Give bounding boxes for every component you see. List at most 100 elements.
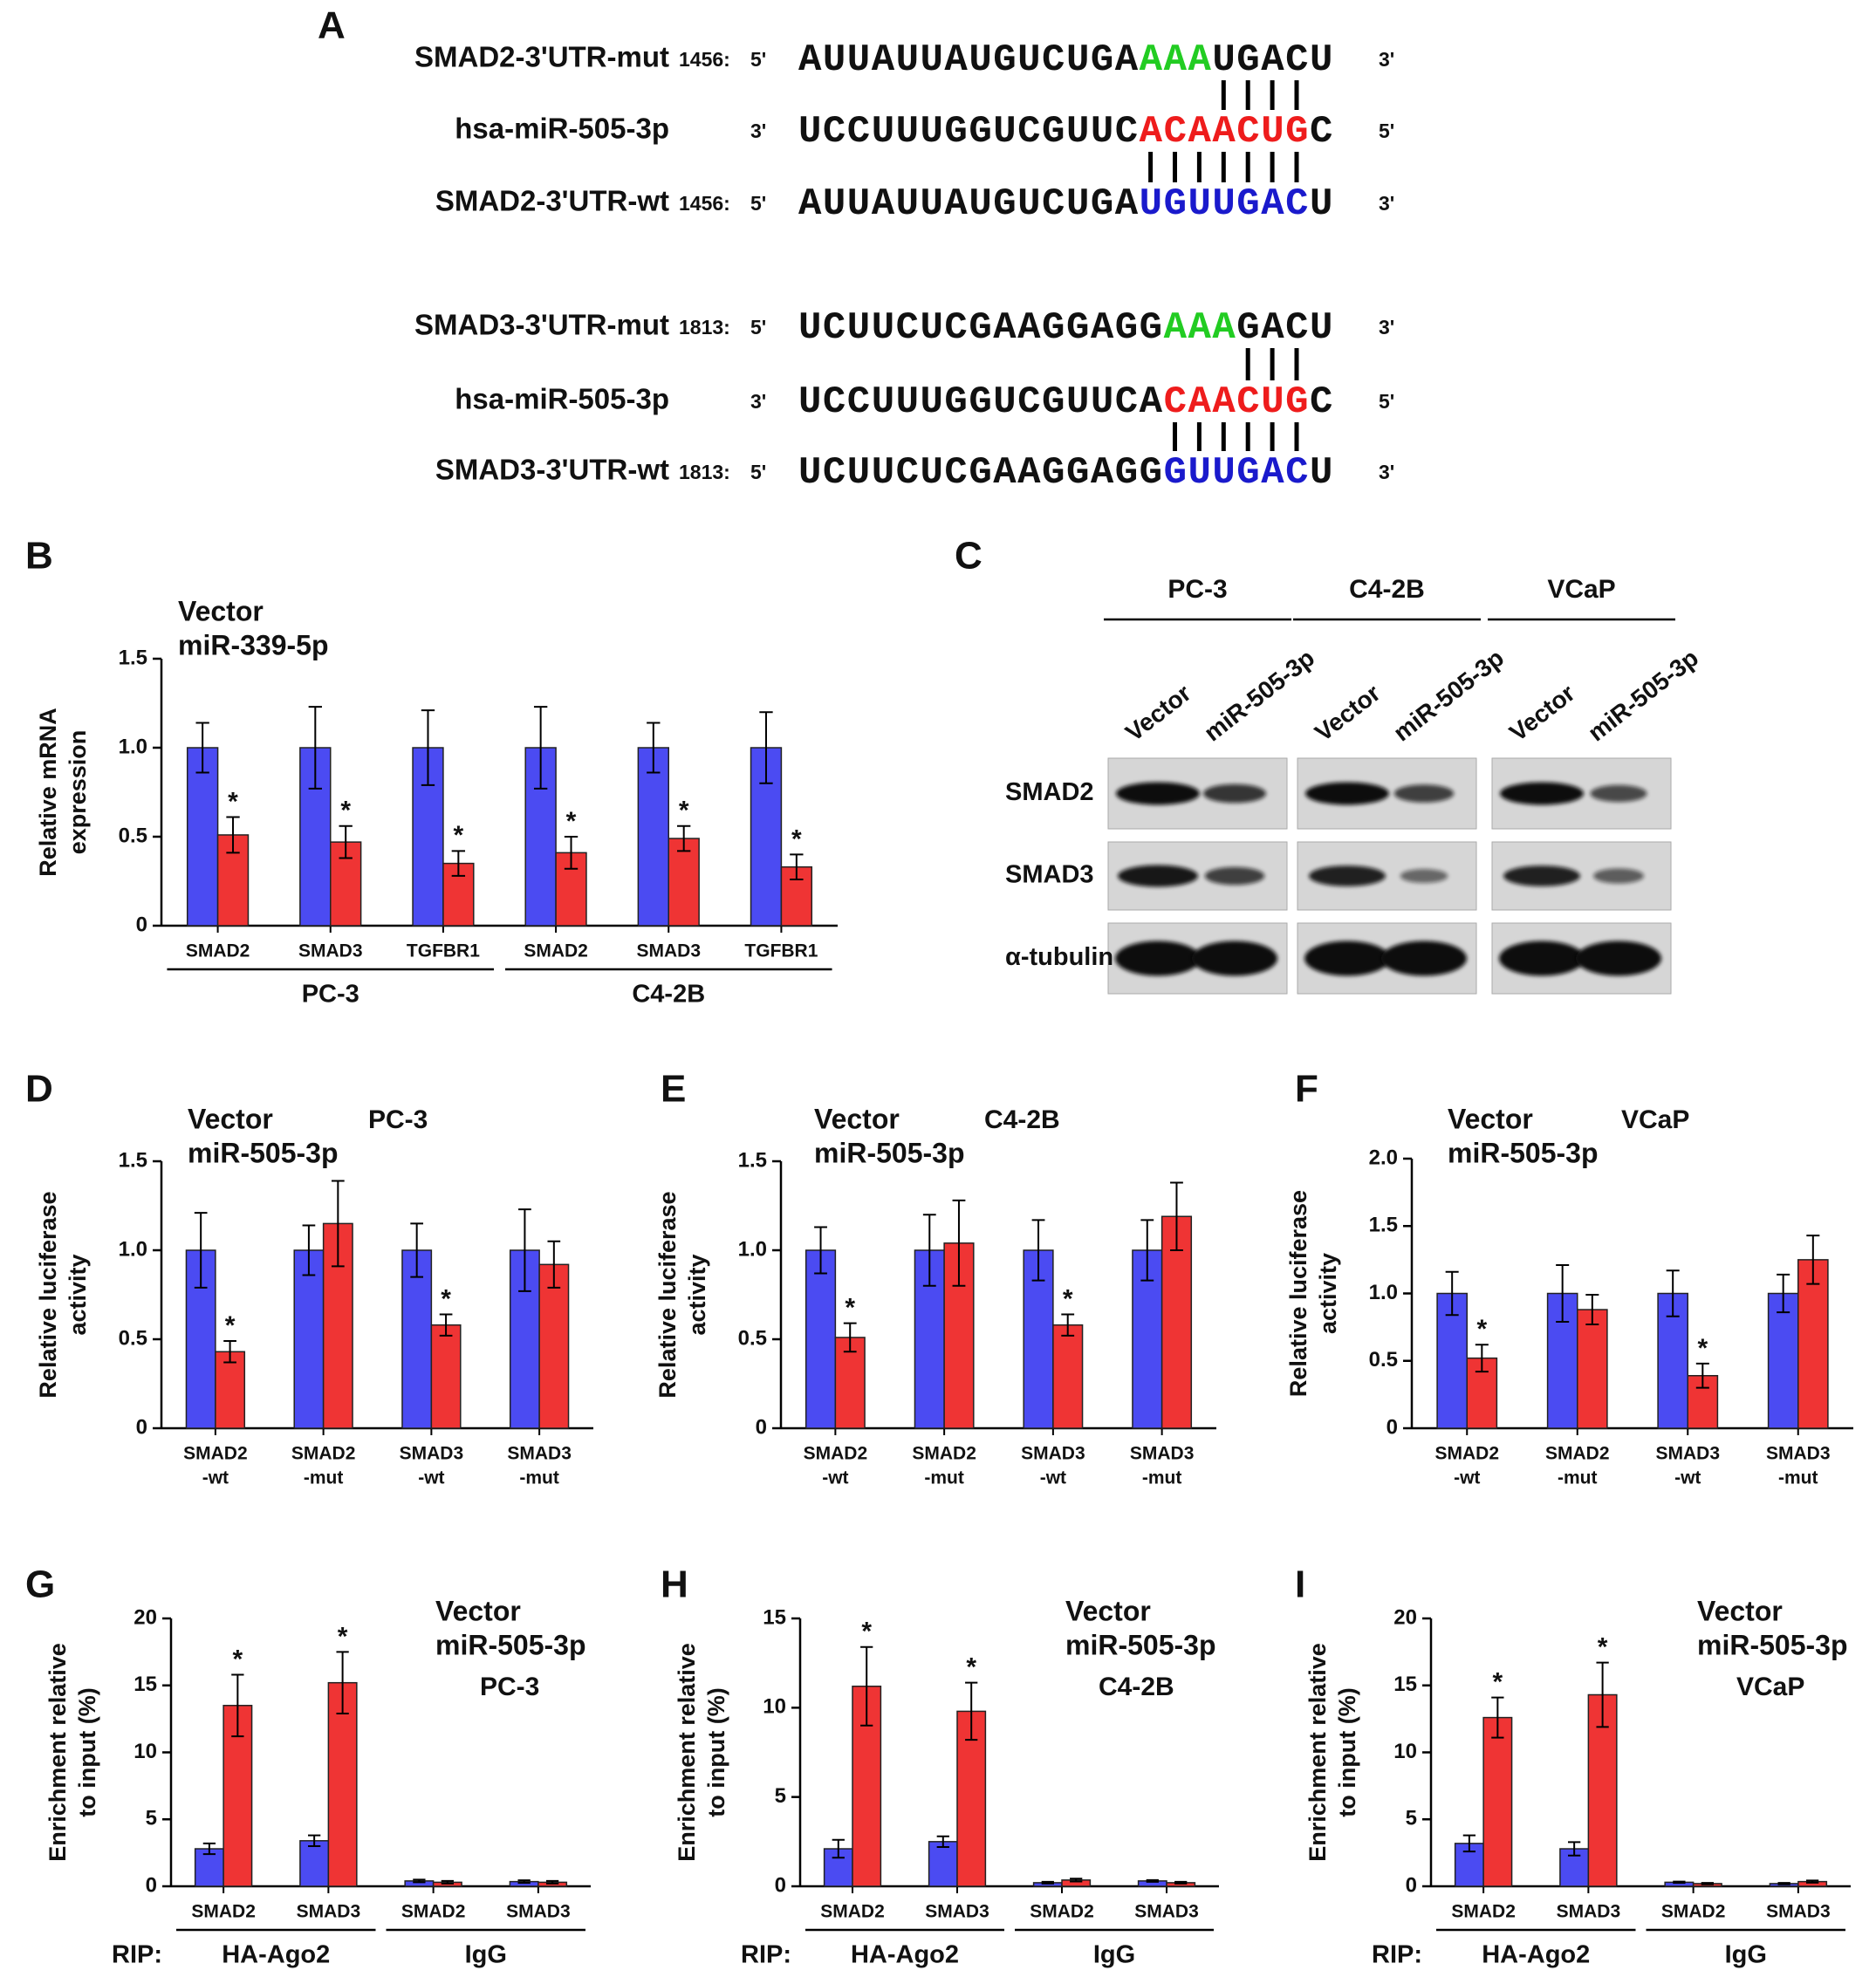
sequence-end: 5' <box>750 192 766 215</box>
group-title: RIP: <box>741 1941 791 1969</box>
x-tick-label: SMAD3 <box>298 941 363 961</box>
significance-mark: * <box>1493 1667 1503 1696</box>
x-tick-label: SMAD2 <box>804 1444 868 1464</box>
bar <box>401 1249 433 1429</box>
error-bar <box>1140 1219 1154 1282</box>
y-tick-label: 5 <box>146 1807 157 1830</box>
x-tick-label: SMAD2 <box>820 1902 885 1922</box>
x-tick-label: -mut <box>1558 1468 1598 1488</box>
y-axis-label: Enrichment relative <box>1304 1643 1331 1862</box>
group-label: IgG <box>1725 1941 1767 1969</box>
subtitle: C4-2B <box>984 1105 1060 1134</box>
y-tick-label: 5 <box>775 1784 786 1808</box>
x-tick-label: SMAD2 <box>1661 1902 1726 1922</box>
y-tick-label: 0.5 <box>119 824 147 847</box>
x-tick-label: SMAD3 <box>297 1902 361 1922</box>
y-axis-label: Enrichment relative <box>45 1643 71 1862</box>
y-tick-label: 1.0 <box>119 735 147 758</box>
y-tick-label: 20 <box>1393 1605 1417 1629</box>
x-tick-label: SMAD3 <box>1021 1444 1085 1464</box>
blot-band <box>1116 782 1200 805</box>
error-bar <box>832 1838 845 1859</box>
y-tick-label: 0 <box>146 1873 157 1897</box>
legend-entry: miR-505-3p <box>814 1137 965 1168</box>
y-tick-label: 0 <box>1386 1415 1398 1439</box>
sequence-segment: GACU <box>1236 306 1334 350</box>
error-bar <box>1475 1344 1489 1373</box>
y-tick-label: 1.0 <box>119 1237 147 1261</box>
y-axis-label: Relative luciferase <box>35 1191 61 1398</box>
x-tick-label: SMAD3 <box>1655 1444 1720 1464</box>
sequence-segment: AUUAUUAUGUCUGA <box>798 182 1140 226</box>
group-label: HA-Ago2 <box>1482 1941 1590 1969</box>
x-tick-label: SMAD3 <box>636 941 701 961</box>
x-tick-label: SMAD2 <box>912 1444 976 1464</box>
blot-band <box>1576 941 1661 976</box>
error-bar <box>1174 1880 1188 1885</box>
panel-label: B <box>25 535 53 578</box>
group-title: RIP: <box>112 1941 162 1969</box>
y-tick-label: 10 <box>1393 1740 1417 1763</box>
x-tick-label: SMAD2 <box>1434 1444 1499 1464</box>
error-bar <box>410 1222 424 1278</box>
sequence-segment: AAA <box>1140 38 1213 82</box>
sequence-segment: GUUGAC <box>1164 451 1310 495</box>
x-tick-label: SMAD2 <box>1451 1902 1516 1922</box>
significance-mark: * <box>338 1622 348 1651</box>
bar <box>1482 1716 1513 1887</box>
cell-line-label: PC-3 <box>1167 575 1227 604</box>
bar <box>637 747 669 927</box>
error-bar <box>843 1322 857 1353</box>
y-tick-label: 15 <box>134 1673 157 1696</box>
group-title: RIP: <box>1372 1941 1422 1969</box>
x-tick-label: SMAD3 <box>1130 1444 1195 1464</box>
blot-band <box>1381 941 1467 976</box>
x-tick-label: -mut <box>519 1468 559 1488</box>
group-label: HA-Ago2 <box>222 1941 330 1969</box>
error-bar <box>965 1681 978 1741</box>
significance-mark: * <box>441 1284 451 1313</box>
sequence-segment: C <box>1310 110 1334 154</box>
group-label: IgG <box>1093 1941 1135 1969</box>
blot-band <box>1115 941 1201 976</box>
x-tick-label: SMAD2 <box>401 1902 466 1922</box>
y-tick-label: 1.0 <box>1369 1281 1398 1304</box>
panel-label: C <box>955 535 983 578</box>
error-bar <box>1805 1879 1819 1884</box>
sequence-segment: UGACU <box>1212 38 1334 82</box>
y-axis-label: expression <box>65 730 91 855</box>
x-tick-label: SMAD2 <box>1030 1902 1094 1922</box>
x-tick-label: -wt <box>822 1468 848 1488</box>
sequence: UCCUUUGGUCGUUCACAACUGC <box>798 110 1334 154</box>
y-tick-label: 1.5 <box>119 1148 147 1172</box>
error-bar <box>936 1835 949 1848</box>
significance-mark: * <box>225 1311 236 1340</box>
bar <box>1052 1324 1084 1429</box>
y-axis-label: activity <box>65 1254 91 1335</box>
error-bar <box>1695 1362 1709 1389</box>
sequence: UCCUUUGGUCGUUCACAACUGC <box>798 380 1334 424</box>
y-tick-label: 1.5 <box>1369 1214 1398 1237</box>
lane-label: miR-505-3p <box>1388 644 1509 746</box>
significance-mark: * <box>791 824 802 853</box>
lane-label: miR-505-3p <box>1583 644 1703 746</box>
legend-entry: Vector <box>435 1595 521 1626</box>
sequence-segment: UCCUUUGGUCGUUCA <box>798 380 1164 424</box>
y-tick-label: 0 <box>1406 1873 1417 1897</box>
error-bar <box>1041 1880 1054 1885</box>
error-bar <box>1170 1181 1183 1251</box>
legend-entry: Vector <box>188 1103 273 1134</box>
y-tick-label: 1.5 <box>738 1148 767 1172</box>
sequence-segment: UCUUCUCGAAGGAGG <box>798 451 1164 495</box>
error-bar <box>545 1879 559 1885</box>
sequence-name: SMAD3-3'UTR-mut <box>414 309 669 341</box>
subtitle: PC-3 <box>368 1105 428 1134</box>
y-tick-label: 2.0 <box>1369 1146 1398 1169</box>
x-tick-label: SMAD3 <box>507 1444 572 1464</box>
x-tick-label: -wt <box>1674 1468 1701 1488</box>
sequence-end: 5' <box>750 461 766 483</box>
group-label: IgG <box>465 1941 507 1969</box>
bar <box>1577 1309 1608 1429</box>
panel-label: D <box>25 1068 53 1111</box>
error-bar <box>1585 1294 1599 1326</box>
